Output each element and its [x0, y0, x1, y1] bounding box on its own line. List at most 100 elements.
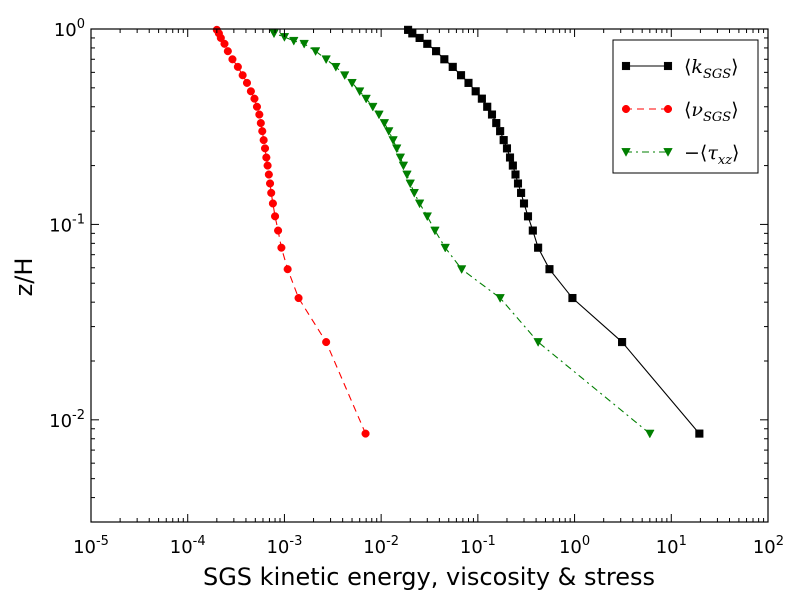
data-point	[388, 136, 398, 145]
data-point	[265, 179, 275, 188]
data-point	[695, 429, 704, 438]
data-point	[471, 87, 480, 96]
data-point	[354, 87, 365, 97]
data-point	[464, 78, 473, 87]
series-0	[404, 25, 704, 438]
data-point	[448, 62, 457, 71]
data-point	[289, 36, 299, 46]
data-point	[517, 188, 526, 197]
data-point	[398, 161, 409, 171]
data-point	[395, 153, 406, 163]
data-point	[252, 102, 262, 111]
x-tick-label: 10-5	[73, 534, 109, 558]
data-point	[508, 161, 517, 170]
x-axis-title: SGS kinetic energy, viscosity & stress	[203, 563, 655, 591]
data-point	[495, 294, 505, 303]
x-tick-label: 10-3	[266, 534, 302, 558]
data-point	[414, 199, 425, 209]
data-point	[223, 47, 232, 56]
data-point	[534, 243, 543, 252]
data-point	[255, 110, 264, 119]
data-point	[238, 71, 247, 80]
data-point	[499, 136, 508, 145]
data-point	[392, 144, 402, 154]
legend-marker	[621, 61, 631, 71]
legend-label: −⟨τxz⟩	[684, 142, 739, 168]
data-point	[331, 62, 341, 72]
data-point	[379, 119, 390, 128]
data-point	[456, 71, 466, 80]
data-point	[299, 39, 309, 49]
data-point	[271, 212, 280, 221]
data-point	[294, 293, 303, 303]
legend: ⟨kSGS⟩ ⟨νSGS⟩ −⟨τxz⟩	[612, 39, 759, 174]
data-point	[492, 119, 501, 128]
data-point	[523, 212, 533, 221]
data-point	[415, 33, 424, 42]
data-point	[259, 136, 268, 145]
data-point	[283, 265, 292, 274]
data-point	[368, 102, 378, 112]
data-point	[321, 55, 331, 65]
data-point	[409, 188, 419, 198]
data-point	[267, 188, 276, 197]
data-point	[487, 110, 497, 119]
data-point	[361, 94, 371, 104]
data-point	[361, 429, 370, 438]
plot-frame	[90, 28, 769, 523]
data-point	[440, 55, 449, 64]
legend-marker	[621, 104, 631, 114]
data-point	[310, 47, 321, 57]
data-point	[322, 338, 331, 347]
data-point	[645, 429, 655, 439]
data-point	[568, 293, 577, 303]
data-point	[402, 170, 412, 180]
data-point	[422, 212, 433, 222]
data-point	[505, 153, 515, 162]
x-tick-label: 100	[559, 534, 590, 558]
y-tick-label: 10-2	[49, 408, 85, 432]
data-point	[374, 110, 384, 120]
data-point	[242, 78, 252, 87]
data-point	[496, 127, 505, 136]
data-point	[277, 243, 286, 252]
data-point	[268, 199, 277, 208]
data-point	[533, 338, 543, 347]
data-point	[220, 39, 229, 48]
x-tick-label: 10-1	[460, 534, 496, 558]
x-tick-label: 10-2	[363, 534, 399, 558]
data-point	[483, 102, 492, 111]
legend-marker	[663, 104, 673, 114]
data-point	[384, 127, 394, 137]
data-point	[511, 170, 520, 179]
data-point	[258, 127, 267, 136]
legend-marker	[621, 148, 631, 157]
data-point	[256, 119, 265, 128]
legend-item: −⟨τxz⟩	[621, 142, 739, 168]
data-point	[269, 29, 279, 39]
data-point	[440, 243, 450, 253]
y-tick-label: 100	[54, 17, 85, 41]
y-tick-label: 10-1	[49, 212, 85, 236]
data-point	[260, 144, 270, 153]
data-point	[423, 39, 432, 48]
data-point	[432, 47, 441, 56]
x-tick-label: 101	[656, 534, 687, 558]
legend-marker	[663, 148, 673, 157]
data-point	[274, 226, 283, 235]
legend-item: ⟨kSGS⟩	[621, 56, 739, 82]
data-point	[264, 170, 273, 179]
data-point	[228, 55, 237, 64]
data-point	[233, 62, 242, 71]
data-point	[618, 338, 627, 347]
data-point	[262, 153, 271, 162]
x-tick-label: 102	[753, 534, 784, 558]
data-point	[263, 161, 272, 170]
data-point	[519, 199, 529, 208]
data-point	[404, 25, 413, 34]
legend-frame	[612, 39, 759, 174]
y-axis-title: z/H	[10, 258, 38, 297]
data-point	[502, 144, 512, 153]
ticks-layer: 10-5 10-4 10-3 10-2 10-1 100 101 102 10-2 10-1 100	[49, 17, 784, 558]
